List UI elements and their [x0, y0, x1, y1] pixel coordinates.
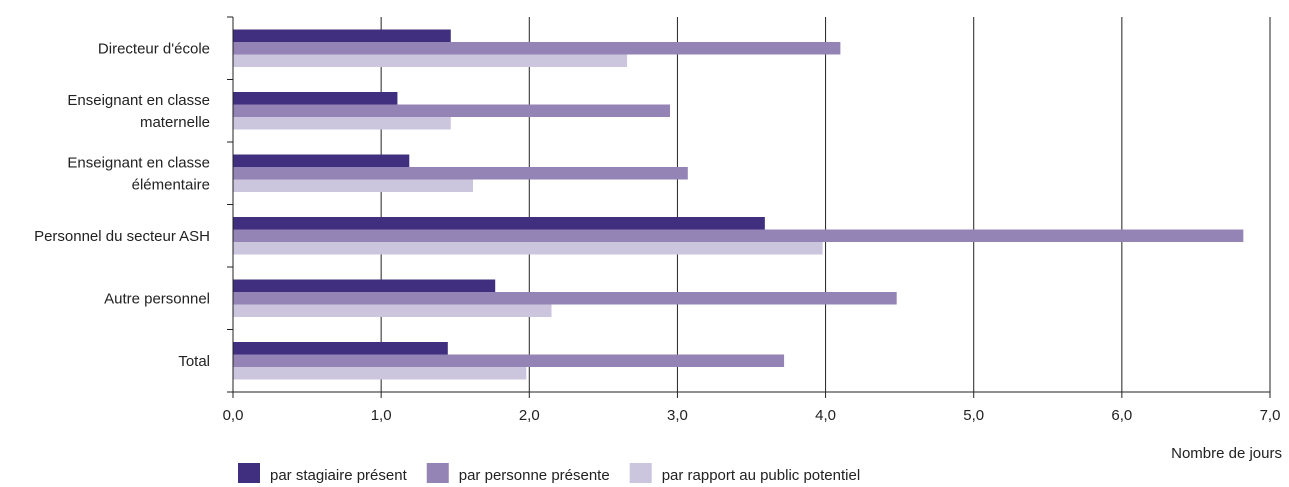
category-label: Personnel du secteur ASH — [34, 228, 210, 245]
bar — [233, 167, 688, 180]
category-label: Enseignant en classe maternelle — [67, 92, 210, 131]
x-tick-label: 2,0 — [519, 407, 540, 424]
x-tick-label: 0,0 — [223, 407, 244, 424]
bar — [233, 367, 527, 380]
value-axis: 0,0 1,0 2,0 3,0 4,0 5,0 6,0 7,0 — [223, 391, 1281, 424]
bar — [233, 154, 410, 167]
category-axis: Directeur d'école Enseignant en classe mat… — [34, 16, 234, 393]
bar — [233, 42, 841, 55]
bar — [233, 229, 1244, 242]
category-label: Total — [178, 353, 210, 370]
bar — [233, 242, 823, 255]
bar — [233, 354, 785, 367]
bar — [233, 54, 628, 67]
x-tick-label: 1,0 — [371, 407, 392, 424]
bar — [233, 304, 552, 317]
bar — [233, 292, 897, 305]
bar — [233, 279, 496, 292]
x-tick-label: 4,0 — [815, 407, 836, 424]
x-tick-label: 6,0 — [1111, 407, 1132, 424]
bar — [233, 104, 671, 117]
legend-label: par personne présente — [459, 467, 610, 484]
category-label: Directeur d'école — [98, 40, 210, 57]
legend-swatch — [238, 463, 260, 483]
bar — [233, 342, 448, 355]
legend-swatch — [426, 463, 449, 483]
legend-swatch — [629, 463, 652, 483]
bars — [233, 29, 1244, 380]
legend: par stagiaire présent par personne présen… — [238, 463, 860, 484]
legend-label: par rapport au public potentiel — [662, 467, 860, 484]
category-label: Autre personnel — [104, 290, 210, 307]
x-tick-label: 7,0 — [1260, 407, 1281, 424]
category-label: Enseignant en classe élémentaire — [67, 154, 210, 193]
gridlines — [380, 17, 1271, 392]
legend-label: par stagiaire présent — [270, 467, 408, 484]
x-tick-label: 3,0 — [667, 407, 688, 424]
bar — [233, 117, 451, 130]
bar — [233, 29, 451, 42]
x-tick-label: 5,0 — [963, 407, 984, 424]
bar — [233, 179, 473, 192]
bar — [233, 92, 398, 105]
bar — [233, 217, 765, 230]
x-axis-title: Nombre de jours — [1171, 445, 1282, 462]
